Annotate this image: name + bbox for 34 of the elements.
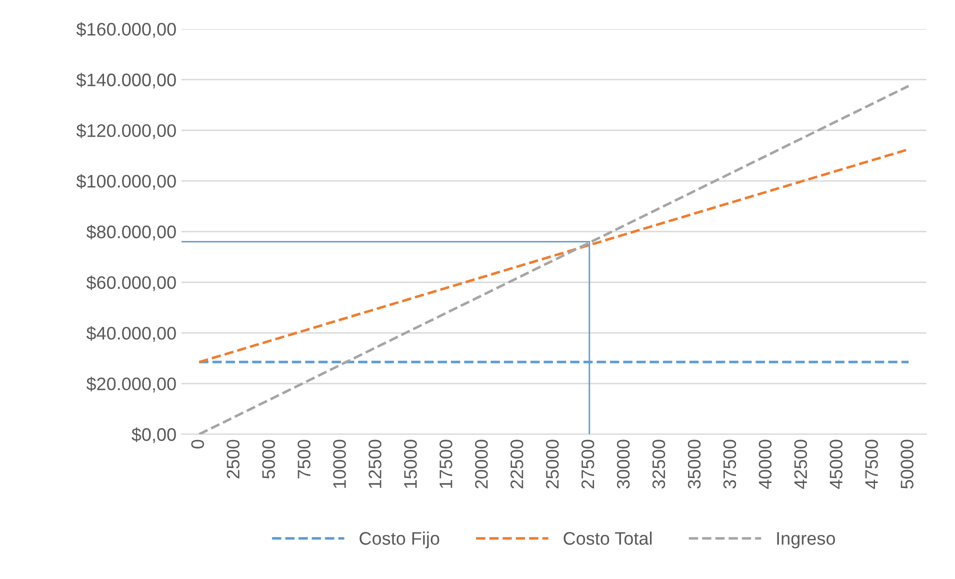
x-tick-label: 42500	[794, 440, 808, 489]
y-tick-label: $40.000,00	[86, 326, 176, 342]
y-tick-label: $100.000,00	[76, 174, 176, 190]
line-series	[198, 84, 910, 434]
legend-label: Costo Total	[564, 532, 652, 545]
x-tick-label: 30000	[616, 440, 630, 489]
x-tick-label: 35000	[688, 440, 701, 489]
legend-label: Costo Fijo	[360, 532, 440, 548]
x-tick-label: 47500	[865, 440, 878, 489]
y-tick-label: $20.000,00	[86, 376, 176, 392]
x-tick-label: 0	[191, 440, 204, 448]
y-tick-label: $160.000,00	[76, 22, 176, 38]
x-tick-label: 40000	[758, 440, 772, 489]
x-tick-label: 5000	[262, 440, 275, 479]
x-tick-label: 27500	[581, 440, 594, 488]
y-tick-label: $0,00	[132, 427, 176, 444]
x-tick-label: 17500	[440, 440, 452, 488]
x-tick-label: 20000	[475, 440, 488, 488]
y-tick-label: $80.000,00	[86, 224, 176, 240]
x-tick-label: 25000	[546, 440, 559, 488]
x-tick-label: 22500	[510, 440, 524, 488]
y-tick-label: $140.000,00	[76, 72, 176, 88]
y-tick-label: $120.000,00	[76, 123, 176, 140]
legend-label: Ingreso	[777, 532, 835, 548]
x-tick-label: 12500	[368, 440, 382, 488]
y-tick-label: $60.000,00	[86, 275, 176, 292]
x-tick-label: 45000	[830, 440, 843, 489]
x-tick-label: 10000	[333, 440, 346, 488]
x-tick-label: 50000	[900, 440, 914, 489]
x-tick-label: 32500	[652, 440, 666, 489]
x-tick-label: 2500	[226, 440, 240, 478]
x-tick-label: 37500	[723, 440, 736, 489]
x-tick-label: 15000	[404, 440, 417, 488]
x-tick-label: 7500	[298, 440, 310, 478]
